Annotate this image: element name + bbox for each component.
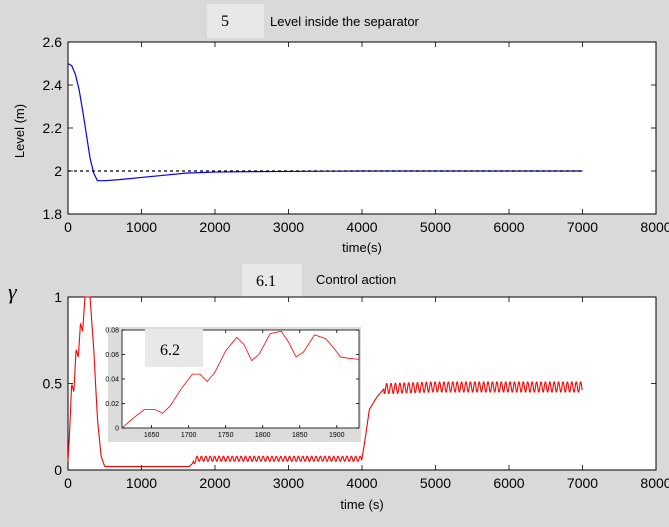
y-tick-label: 0.06 <box>105 352 119 359</box>
inset-series <box>121 330 360 429</box>
y-tick-label: 0.08 <box>105 328 119 335</box>
x-tick-label: 0 <box>64 219 72 235</box>
y-tick-label: 2.6 <box>43 34 63 50</box>
x-tick-label: 1000 <box>126 475 157 491</box>
x-ticks-6: 0 1000 2000 3000 4000 5000 6000 7000 8000 <box>64 297 669 491</box>
x-tick-label: 1650 <box>144 432 160 439</box>
x-ticks-5: 0 1000 2000 3000 4000 5000 6000 7000 8000 <box>64 42 669 235</box>
series-line-0 <box>67 62 583 182</box>
x-tick-label: 6000 <box>493 219 524 235</box>
figure-label-6-1: 6.1 <box>256 273 276 290</box>
figure-label-5: 5 <box>221 13 229 30</box>
series-line-0 <box>67 296 583 468</box>
x-tick-label: 0 <box>64 475 72 491</box>
series-5 <box>67 62 583 182</box>
figure-label-box-6-1 <box>242 264 302 297</box>
chart-6: 6.1 Control action γ time (s) 0 1000 2000 3… <box>8 264 669 512</box>
y-tick-label: 0.04 <box>105 377 119 384</box>
x-tick-label: 1700 <box>181 432 197 439</box>
x-tick-label: 4000 <box>346 475 377 491</box>
y-tick-label: 2 <box>54 163 62 179</box>
y-ticks-5: 1.8 2 2.2 2.4 2.6 <box>43 34 656 222</box>
x-tick-label: 1000 <box>126 219 157 235</box>
y-axis-label-5: Level (m) <box>12 104 27 158</box>
x-tick-label: 7000 <box>567 219 598 235</box>
x-tick-label: 3000 <box>273 475 304 491</box>
series-6 <box>67 296 583 468</box>
x-tick-label: 2000 <box>199 475 230 491</box>
figure-label-6-2: 6.2 <box>160 342 180 359</box>
chart-5: 5 Level inside the separator Level (m) t… <box>12 4 669 255</box>
x-tick-label: 5000 <box>420 219 451 235</box>
x-tick-label: 1750 <box>218 432 234 439</box>
x-tick-label: 6000 <box>493 475 524 491</box>
y-tick-label: 0.5 <box>43 376 63 392</box>
figure-label-box-6-2 <box>145 329 203 367</box>
inset-y-ticks: 0 0.02 0.04 0.06 0.08 <box>105 328 359 433</box>
chart-title-5: Level inside the separator <box>270 14 420 29</box>
x-tick-label: 1800 <box>255 432 271 439</box>
y-tick-label: 1 <box>54 289 62 305</box>
y-tick-label: 2.4 <box>43 77 63 93</box>
x-tick-label: 2000 <box>199 219 230 235</box>
y-tick-label: 1.8 <box>43 206 63 222</box>
x-tick-label: 3000 <box>273 219 304 235</box>
chart-title-6: Control action <box>316 272 396 287</box>
inset-6-2: 1650 1700 1750 1800 1850 1900 0 0.02 0.04 0.06 0.… <box>105 327 361 442</box>
x-tick-label: 7000 <box>567 475 598 491</box>
x-tick-label: 1850 <box>292 432 308 439</box>
series-line-0 <box>121 330 360 429</box>
y-ticks-6: 00.51 <box>43 289 656 478</box>
x-axis-label-6: time (s) <box>340 497 383 512</box>
x-tick-label: 1900 <box>329 432 345 439</box>
x-axis-label-5: time(s) <box>342 240 382 255</box>
x-tick-label: 8000 <box>640 219 669 235</box>
x-tick-label: 8000 <box>640 475 669 491</box>
figure-label-box-5 <box>207 4 264 38</box>
y-tick-label: 0 <box>54 462 62 478</box>
y-axis-label-6: γ <box>8 279 18 304</box>
y-tick-label: 2.2 <box>43 120 63 136</box>
y-tick-label: 0.02 <box>105 401 119 408</box>
x-tick-label: 4000 <box>346 219 377 235</box>
plot-area-5 <box>67 41 657 215</box>
x-tick-label: 5000 <box>420 475 451 491</box>
y-tick-label: 0 <box>115 426 119 433</box>
